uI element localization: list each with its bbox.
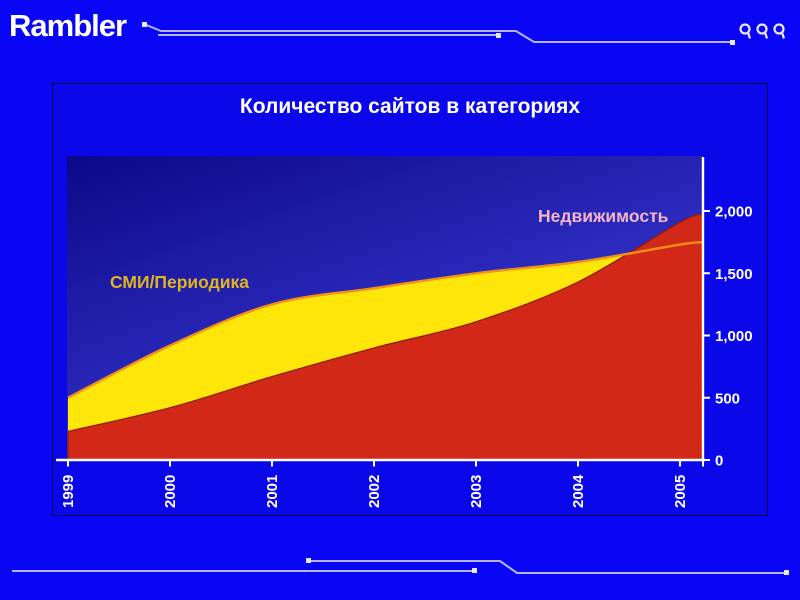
x-tick-label: 2004 (570, 474, 587, 508)
series-label-realty: Недвижимость (538, 206, 669, 226)
x-tick-label: 2000 (162, 475, 179, 508)
magnifier-icon (756, 23, 769, 39)
y-tick-label: 2,000 (715, 204, 753, 221)
y-tick-label: 500 (715, 390, 740, 407)
smi-edge-line (67, 241, 704, 399)
x-tick-label: 2005 (672, 475, 689, 508)
magnifier-icons (739, 23, 786, 39)
x-tick-label: 2002 (366, 475, 383, 508)
x-tick-label: 2001 (264, 475, 281, 508)
x-tick-label: 1999 (60, 475, 77, 508)
axes-layer: 1999 2000 2001 2002 2003 2004 2005 0 500 1,000 1,5… (56, 157, 753, 508)
x-tick-label: 2003 (468, 475, 485, 508)
y-tick-label: 1,000 (715, 328, 753, 345)
magnifier-icon (773, 23, 786, 39)
series-label-smi: СМИ/Периодика (110, 272, 249, 292)
rambler-logo: Rambler (9, 8, 127, 43)
top-decoration-lines (142, 22, 735, 45)
area-nedvizhimost (67, 213, 704, 461)
y-tick-label: 1,500 (715, 266, 753, 283)
bottom-decoration-lines (12, 558, 789, 575)
series-layer (67, 213, 704, 461)
slide-title: Количество сайтов в категориях (239, 95, 581, 118)
y-tick-label: 0 (715, 453, 723, 470)
magnifier-icon (739, 23, 752, 39)
